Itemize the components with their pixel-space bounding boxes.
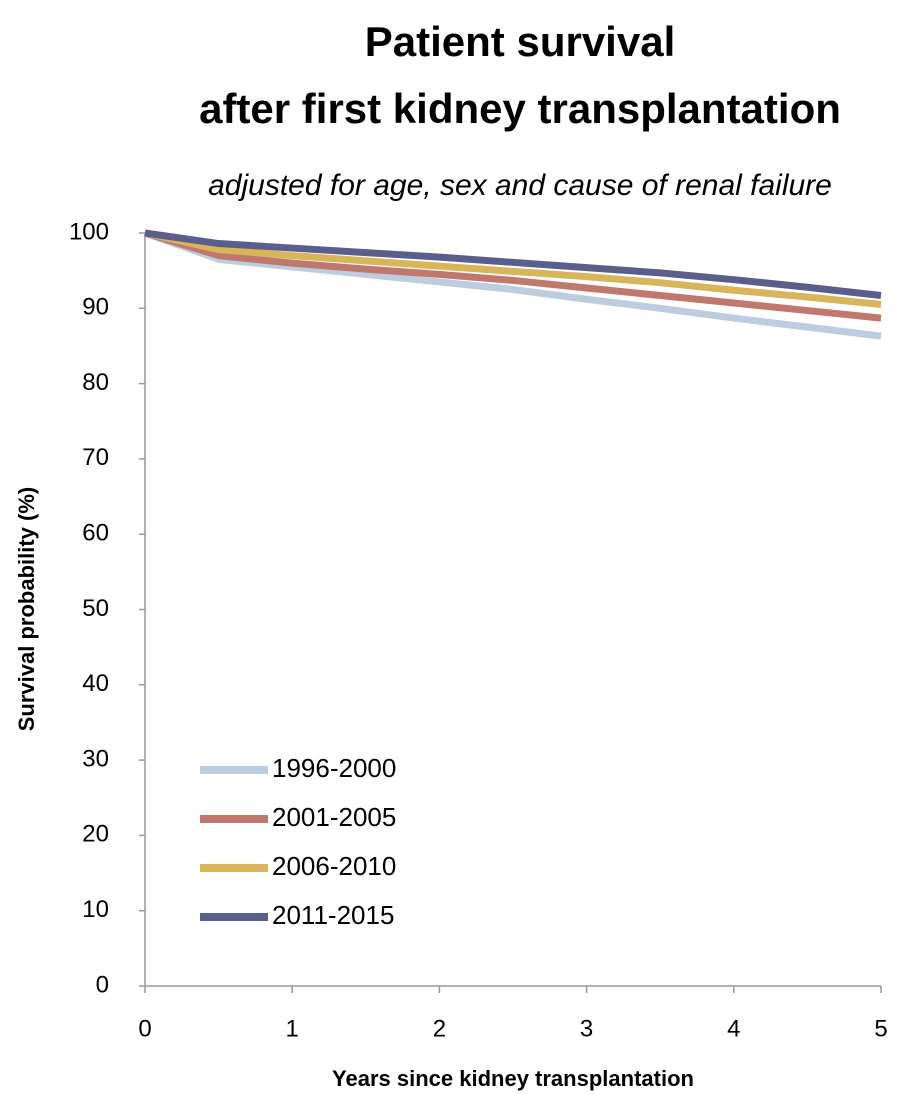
- y-tick-label: 100: [69, 218, 109, 245]
- y-axis-title: Survival probability (%): [14, 487, 39, 732]
- y-tick-label: 90: [82, 294, 109, 321]
- x-tick-label: 3: [580, 1015, 593, 1042]
- x-axis-title: Years since kidney transplantation: [332, 1066, 694, 1091]
- y-tick-label: 30: [82, 745, 109, 772]
- legend-label: 1996-2000: [272, 753, 396, 783]
- x-tick-label: 1: [286, 1015, 299, 1042]
- y-tick-label: 70: [82, 444, 109, 471]
- series-line: [144, 229, 882, 299]
- x-tick-label: 0: [138, 1015, 151, 1042]
- series-line: [143, 229, 882, 340]
- series-line: [144, 229, 882, 309]
- chart-title: after first kidney transplantation: [199, 85, 841, 132]
- chart-subtitle: adjusted for age, sex and cause of renal…: [208, 169, 832, 202]
- x-tick-label: 5: [874, 1015, 887, 1042]
- chart-title: Patient survival: [365, 18, 675, 65]
- series-line: [143, 229, 882, 322]
- x-tick-label: 2: [433, 1015, 446, 1042]
- y-tick-label: 60: [82, 520, 109, 547]
- legend-label: 2001-2005: [272, 802, 396, 832]
- y-tick-label: 0: [96, 971, 109, 998]
- y-tick-label: 40: [82, 670, 109, 697]
- legend-label: 2011-2015: [272, 900, 394, 930]
- y-tick-label: 80: [82, 369, 109, 396]
- legend-label: 2006-2010: [272, 851, 396, 881]
- y-tick-label: 50: [82, 595, 109, 622]
- x-tick-label: 4: [727, 1015, 740, 1042]
- y-tick-label: 10: [82, 896, 109, 923]
- y-tick-label: 20: [82, 821, 109, 848]
